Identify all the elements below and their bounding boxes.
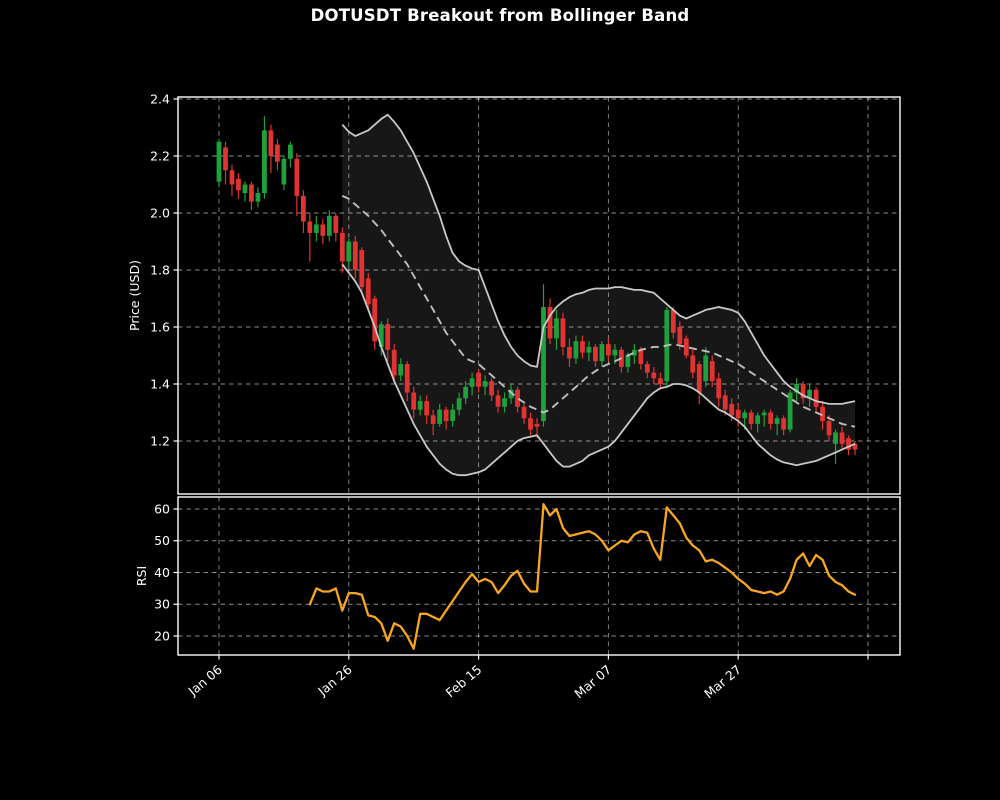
price-axis-label: Price (USD) [127,260,142,331]
price-y-tick-label: 2.4 [150,91,170,106]
rsi-y-ticks: 60 50 40 30 20 [154,501,178,643]
price-y-ticks: 2.4 2.2 2.0 1.8 1.6 1.4 1.2 [150,91,178,448]
price-grid [178,97,900,494]
price-panel-border [177,96,901,495]
x-tick-label: Feb 15 [443,662,485,700]
rsi-y-tick-label: 50 [154,533,170,548]
bollinger-bands [341,113,856,477]
bollinger-middle-line [341,195,856,428]
price-y-tick-label: 1.4 [150,376,170,391]
rsi-panel-border [177,496,901,656]
price-y-tick-label: 1.2 [150,433,170,448]
candlestick-series [216,116,858,464]
price-y-tick-label: 2.0 [150,205,170,220]
x-axis-ticks: Jan 06 Jan 26 Feb 15 Mar 07 Mar 27 [185,655,869,701]
bollinger-lower-line [341,263,856,477]
bollinger-upper-line [341,113,856,405]
rsi-y-tick-label: 60 [154,501,170,516]
rsi-y-tick-label: 40 [154,565,170,580]
x-tick-label: Jan 26 [314,662,354,699]
rsi-y-tick-label: 20 [154,628,170,643]
price-y-tick-label: 2.2 [150,148,170,163]
rsi-axis-label: RSI [134,566,149,586]
x-tick-label: Mar 27 [701,662,744,701]
chart-title: DOTUSDT Breakout from Bollinger Band [310,6,690,25]
x-tick-label: Mar 07 [571,662,614,701]
price-panel: 2.4 2.2 2.0 1.8 1.6 1.4 1.2 [150,91,901,495]
rsi-line [308,503,857,650]
price-y-tick-label: 1.8 [150,262,170,277]
x-tick-label: Jan 06 [185,662,225,699]
rsi-y-tick-label: 30 [154,597,170,612]
rsi-panel: 60 50 40 30 20 Jan 06 Jan 26 Feb 15 Mar 07 Mar 27 [154,496,901,701]
price-y-tick-label: 1.6 [150,319,170,334]
